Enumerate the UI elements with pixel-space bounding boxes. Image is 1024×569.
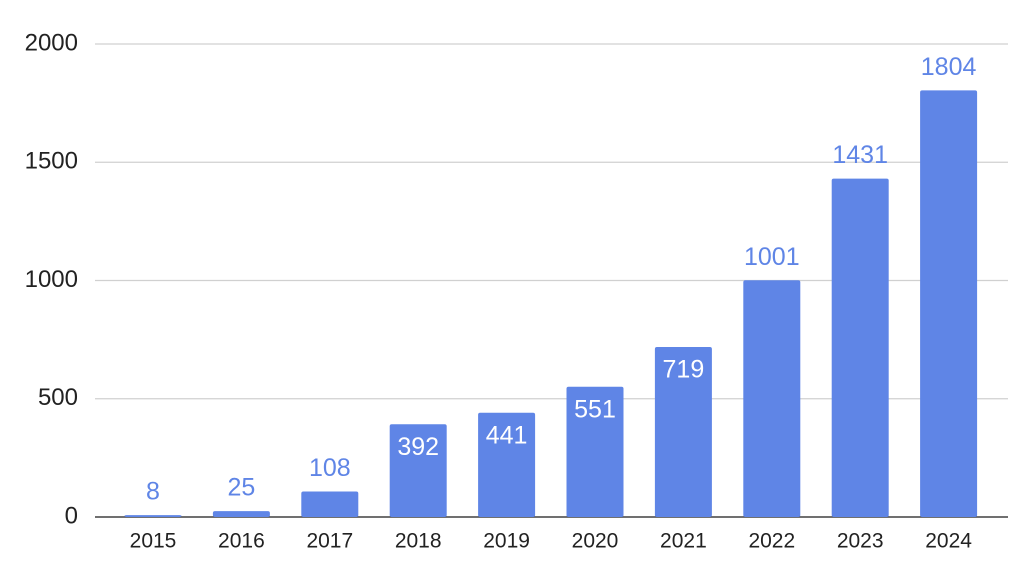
x-tick-label: 2019	[483, 530, 530, 553]
y-tick-label: 1000	[25, 266, 78, 293]
y-tick-label: 2000	[25, 29, 78, 56]
x-tick-label: 2015	[130, 530, 177, 553]
bar	[831, 178, 889, 518]
value-label: 1001	[744, 243, 800, 271]
value-label: 551	[574, 395, 616, 423]
x-tick-label: 2020	[572, 530, 619, 553]
bar	[920, 90, 978, 517]
x-tick-label: 2023	[837, 530, 884, 553]
value-label: 25	[227, 474, 255, 502]
bar	[743, 280, 801, 517]
x-tick-label: 2021	[660, 530, 707, 553]
y-tick-label: 1500	[25, 148, 78, 175]
value-label: 1431	[832, 141, 888, 169]
x-tick-label: 2024	[925, 530, 972, 553]
x-tick-label: 2022	[748, 530, 795, 553]
bar	[478, 412, 536, 517]
x-tick-label: 2018	[395, 530, 442, 553]
bar	[389, 424, 447, 517]
value-label: 108	[309, 454, 351, 482]
bar	[654, 346, 712, 517]
y-tick-label: 0	[65, 502, 78, 529]
bar	[301, 491, 359, 517]
x-tick-label: 2016	[218, 530, 265, 553]
value-label: 8	[146, 478, 160, 506]
bar	[124, 515, 182, 517]
value-label: 441	[486, 421, 528, 449]
value-label: 392	[397, 433, 439, 461]
bar	[566, 386, 624, 517]
value-label: 719	[663, 356, 705, 384]
bar	[212, 511, 270, 517]
value-label: 1804	[921, 53, 977, 81]
y-tick-label: 500	[38, 384, 78, 411]
x-tick-label: 2017	[306, 530, 353, 553]
